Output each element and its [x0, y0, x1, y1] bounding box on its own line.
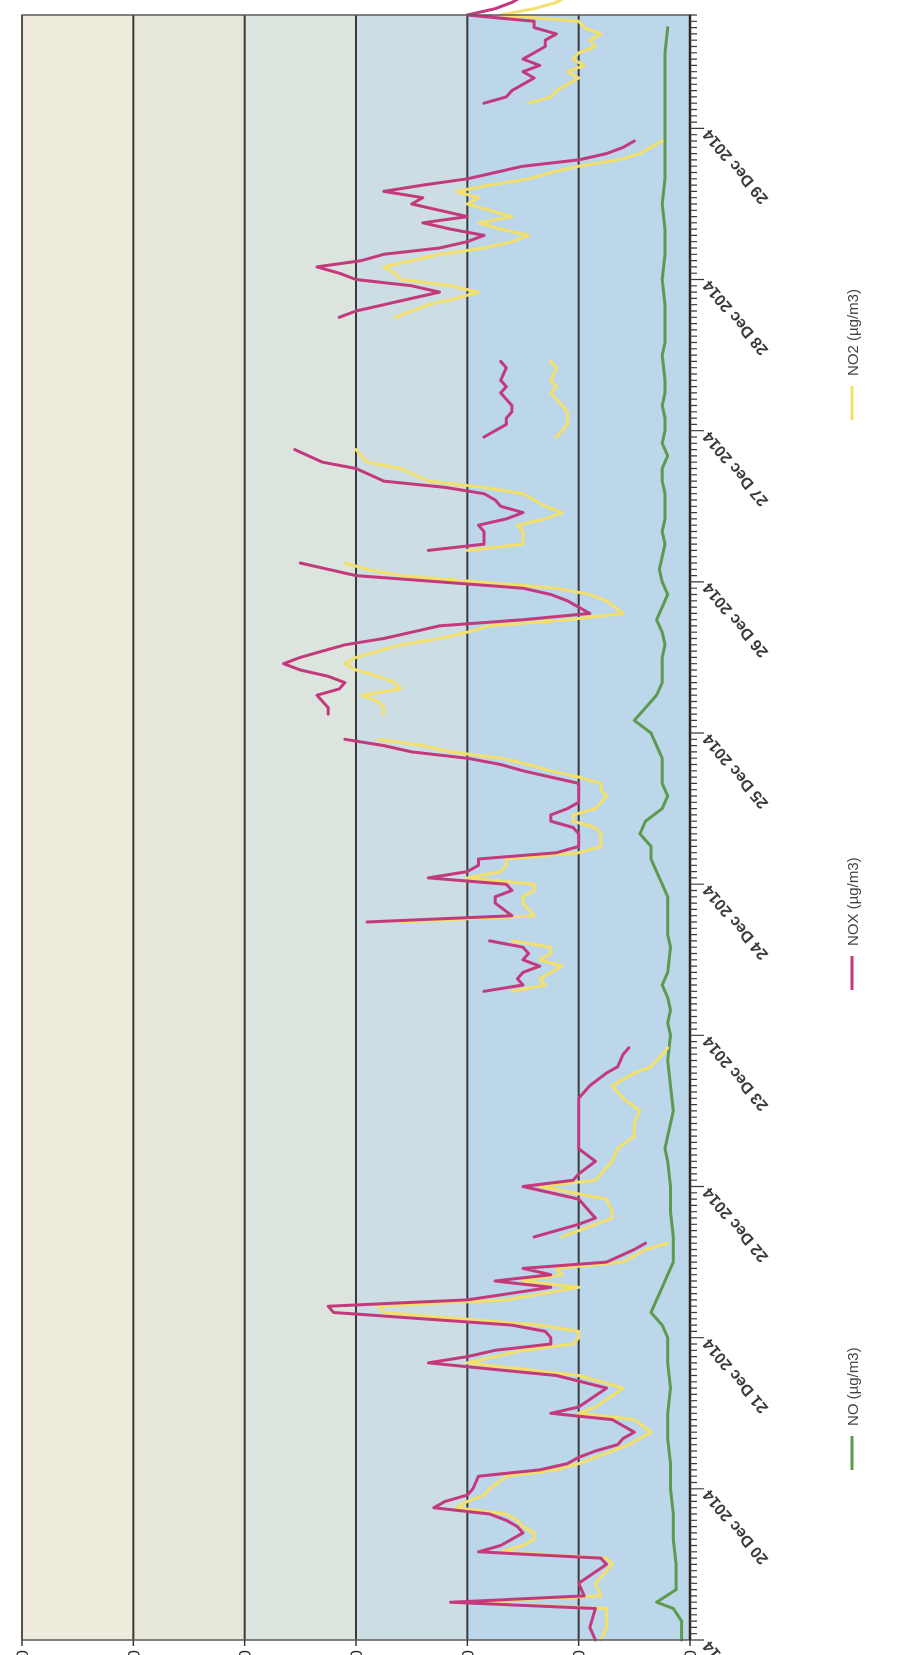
series-1-segment-6	[482, 359, 514, 439]
series-2-segment-4	[343, 561, 625, 716]
x-tick-label-10: 29 Dec 2014	[700, 126, 772, 207]
series-2-segment-1	[538, 1046, 670, 1239]
y-tick-label-2: 40,0	[458, 1650, 477, 1655]
series-lines	[282, 0, 684, 1642]
x-tick-label-1: 20 Dec 2014	[700, 1486, 772, 1567]
x-tick-label-6: 25 Dec 2014	[700, 730, 772, 811]
series-1-segment-5	[293, 448, 525, 552]
series-2-segment-5	[354, 448, 564, 552]
x-tick-label-3: 22 Dec 2014	[700, 1184, 772, 1265]
series-1-segment-4	[282, 561, 592, 716]
series-1-segment-7	[315, 139, 636, 319]
x-tick-label-7: 26 Dec 2014	[700, 579, 772, 660]
legend-label-2: NO2 (µg/m3)	[845, 289, 862, 376]
series-1-segment-3	[343, 737, 581, 924]
series-1-segment-2	[482, 939, 542, 993]
background-band-3	[133, 15, 245, 1640]
series-1-segment-1	[521, 1046, 631, 1239]
x-tick-label-2: 21 Dec 2014	[700, 1335, 772, 1416]
series-2-segment-6	[549, 359, 569, 439]
background-band-4	[22, 15, 134, 1640]
y-tick-label-3: 60,0	[347, 1650, 366, 1655]
series-2-segment-3	[376, 737, 608, 924]
background-band-2	[244, 15, 356, 1640]
legend-label-1: NOX (µg/m3)	[845, 857, 862, 946]
y-tick-label-0: 0,0	[681, 1650, 700, 1655]
y-axis-ticks: 0,0 20,0 40,0 60,0 80,0 100,0 120,0	[13, 1640, 700, 1655]
legend: NO (µg/m3) NOX (µg/m3) NO2 (µg/m3)	[845, 289, 862, 1470]
x-tick-label-4: 23 Dec 2014	[700, 1033, 772, 1114]
series-2-segment-8	[499, 0, 603, 105]
series-1-segment-0	[326, 1241, 647, 1642]
legend-label-0: NO (µg/m3)	[845, 1347, 862, 1426]
series-0-segment-0	[632, 26, 684, 1642]
y-tick-label-1: 20,0	[570, 1650, 589, 1655]
y-tick-label-4: 80,0	[236, 1650, 255, 1655]
time-axis-tick-marks	[690, 14, 704, 1641]
x-tick-label-8: 27 Dec 2014	[700, 428, 772, 509]
y-tick-label-5: 100,0	[124, 1650, 143, 1655]
y-tick-label-6: 120,0	[13, 1650, 32, 1655]
x-tick-label-5: 24 Dec 2014	[700, 882, 772, 963]
series-2-segment-7	[382, 139, 664, 319]
x-axis-ticks: 19 Dec 2014 20 Dec 2014 21 Dec 2014 22 Dec …	[700, 126, 772, 1655]
x-tick-label-9: 28 Dec 2014	[700, 277, 772, 358]
series-1-segment-8	[465, 0, 558, 105]
series-2-segment-2	[510, 939, 564, 993]
x-tick-label-0: 19 Dec 2014	[700, 1637, 772, 1655]
